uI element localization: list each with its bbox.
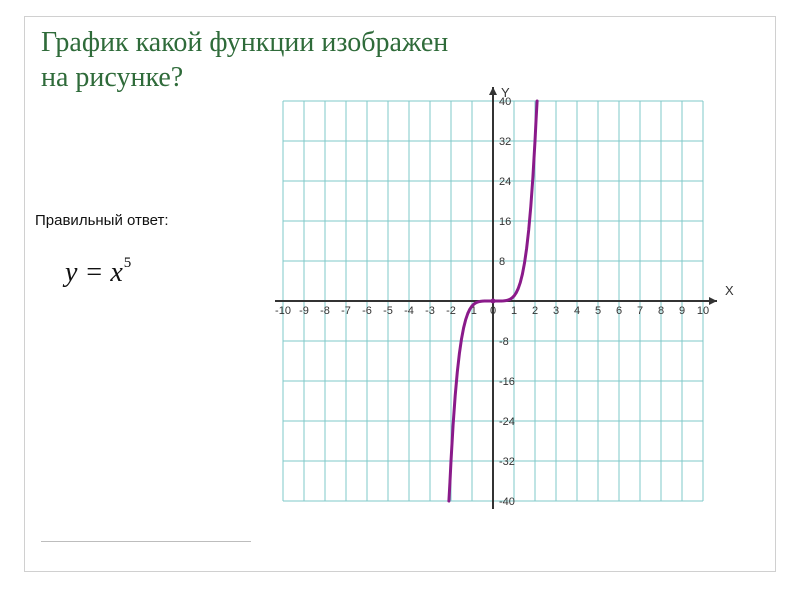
svg-text:-40: -40 (499, 496, 515, 508)
chart-svg: -10-9-8-7-6-5-4-3-2-10123456789108162432… (233, 81, 758, 531)
formula-exponent: 5 (124, 255, 132, 271)
svg-text:10: 10 (697, 305, 709, 317)
slide-frame: График какой функции изображен на рисунк… (24, 16, 776, 572)
svg-text:8: 8 (658, 305, 664, 317)
svg-text:5: 5 (595, 305, 601, 317)
svg-text:16: 16 (499, 216, 511, 228)
function-chart: -10-9-8-7-6-5-4-3-2-10123456789108162432… (233, 81, 758, 531)
svg-text:-8: -8 (499, 336, 509, 348)
svg-text:-5: -5 (383, 305, 393, 317)
formula-base: x (110, 257, 122, 288)
svg-text:-32: -32 (499, 456, 515, 468)
svg-text:-8: -8 (320, 305, 330, 317)
svg-text:-9: -9 (299, 305, 309, 317)
svg-text:3: 3 (553, 305, 559, 317)
formula-lhs: y (65, 257, 77, 288)
svg-text:X: X (725, 283, 734, 298)
svg-text:4: 4 (574, 305, 580, 317)
svg-text:-3: -3 (425, 305, 435, 317)
svg-text:-10: -10 (275, 305, 291, 317)
svg-text:-6: -6 (362, 305, 372, 317)
divider (41, 541, 251, 542)
svg-text:8: 8 (499, 256, 505, 268)
svg-text:1: 1 (511, 305, 517, 317)
formula-eq: = (77, 257, 110, 288)
svg-text:-4: -4 (404, 305, 414, 317)
svg-text:Y: Y (501, 85, 510, 100)
svg-text:7: 7 (637, 305, 643, 317)
answer-formula: y = x5 (65, 257, 130, 289)
svg-text:-7: -7 (341, 305, 351, 317)
svg-text:9: 9 (679, 305, 685, 317)
svg-text:6: 6 (616, 305, 622, 317)
answer-label: Правильный ответ: (35, 212, 169, 229)
svg-text:2: 2 (532, 305, 538, 317)
svg-text:-24: -24 (499, 416, 515, 428)
svg-text:-2: -2 (446, 305, 456, 317)
svg-text:24: 24 (499, 176, 511, 188)
svg-text:32: 32 (499, 136, 511, 148)
svg-text:0: 0 (490, 305, 496, 317)
svg-text:-16: -16 (499, 376, 515, 388)
